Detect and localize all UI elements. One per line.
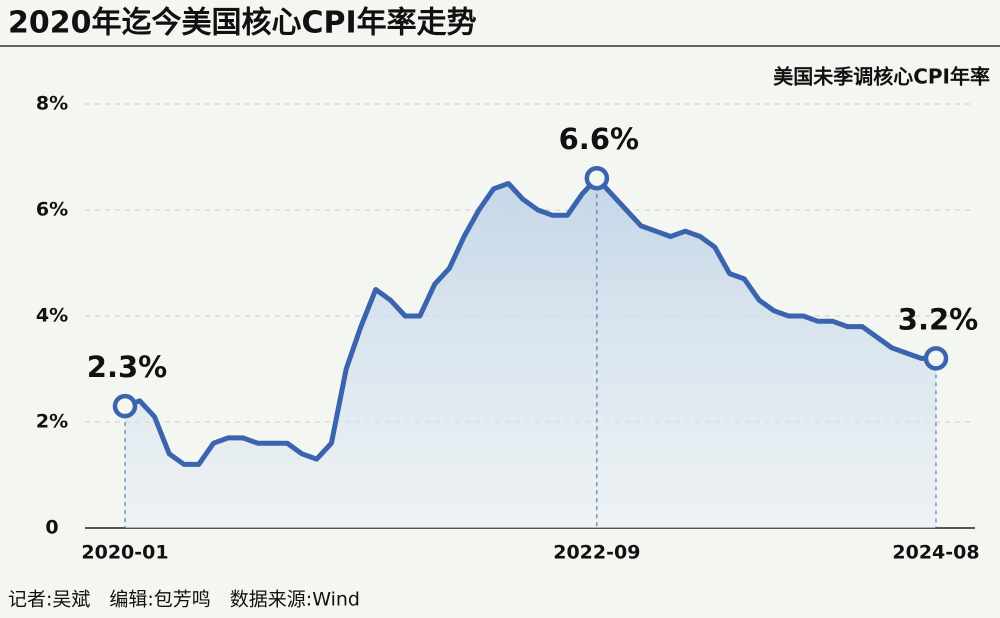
y-tick-label: 4% xyxy=(36,305,68,327)
data-label: 2.3% xyxy=(87,350,167,384)
y-tick-label: 6% xyxy=(36,199,68,221)
point-marker xyxy=(112,393,138,419)
line xyxy=(124,175,936,467)
point-marker xyxy=(923,346,949,371)
data-label: 3.2% xyxy=(898,302,978,336)
y-tick-label: 2% xyxy=(36,411,68,433)
x-tick-label: 2024-08 xyxy=(892,542,979,564)
y-tick-label: 8% xyxy=(36,93,68,115)
source-note: 记者:吴斌 编辑:包芳鸣 数据来源:Wind xyxy=(8,589,360,611)
x-tick-label: 2022-09 xyxy=(553,542,640,564)
y-tick-label: 0 xyxy=(45,517,58,539)
legend-entry: 美国未季调核心CPI年率 xyxy=(773,65,990,89)
chart-title: 2020年迄今美国核心CPI年率走势 xyxy=(8,6,477,41)
point-marker xyxy=(584,165,610,191)
x-tick-label: 2020-01 xyxy=(81,542,168,564)
data-label: 6.6% xyxy=(559,122,639,156)
area xyxy=(125,178,936,528)
